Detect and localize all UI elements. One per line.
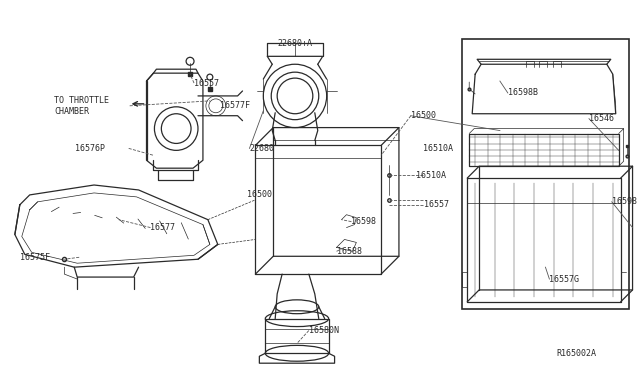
Text: 16588: 16588 [337, 247, 362, 256]
Text: 16510A: 16510A [416, 171, 446, 180]
Text: 16500: 16500 [411, 111, 436, 120]
Text: 16557G: 16557G [549, 275, 579, 283]
Text: 16598: 16598 [612, 197, 637, 206]
Text: 16576P: 16576P [76, 144, 105, 153]
Text: 16557: 16557 [194, 78, 219, 87]
Text: 16575F: 16575F [20, 253, 50, 262]
Bar [462, 39, 628, 309]
Text: 16577F: 16577F [220, 101, 250, 110]
Text: 16598: 16598 [351, 217, 376, 226]
Text: 22680: 22680 [250, 144, 275, 153]
Text: 16546: 16546 [589, 114, 614, 123]
Text: 16500: 16500 [248, 190, 273, 199]
Text: 22680+A: 22680+A [278, 39, 312, 48]
Text: 16598B: 16598B [508, 89, 538, 97]
Text: TO THROTTLE
CHAMBER: TO THROTTLE CHAMBER [54, 96, 109, 116]
Text: 16577: 16577 [150, 223, 175, 232]
Text: 16580N: 16580N [309, 326, 339, 335]
Text: 16557: 16557 [424, 200, 449, 209]
Text: R165002A: R165002A [556, 349, 596, 358]
Text: 16510A: 16510A [422, 144, 452, 153]
